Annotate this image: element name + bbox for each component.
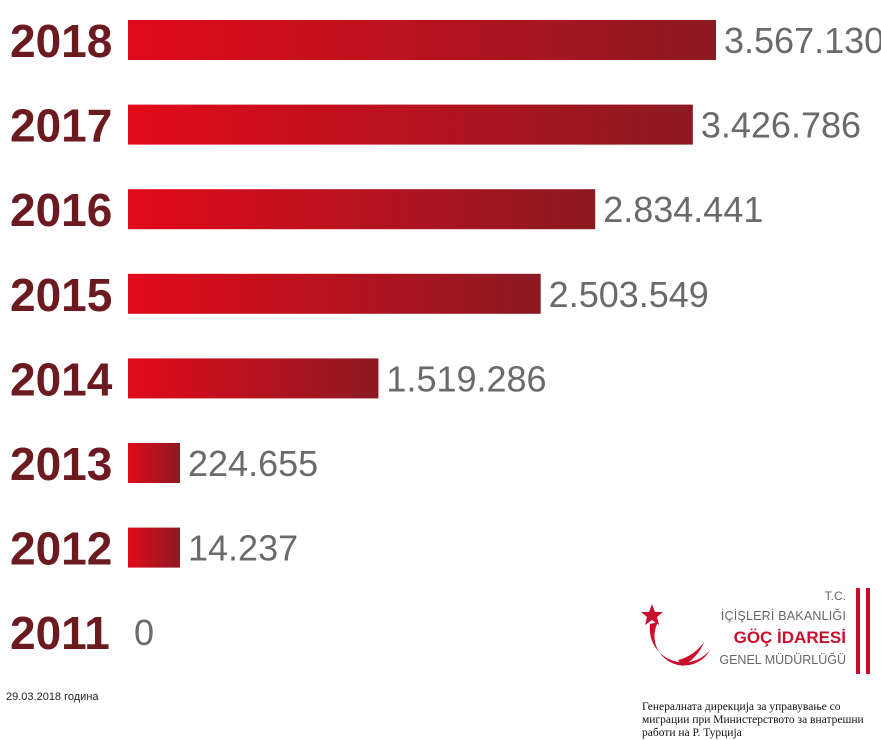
value-label-2015: 2.503.549 (549, 274, 709, 315)
year-label-2013: 2013 (10, 438, 112, 490)
bar-2012 (128, 527, 180, 568)
logo-tc: T.C. (824, 589, 846, 603)
year-label-2017: 2017 (10, 100, 112, 152)
date-note: 29.03.2018 година (6, 691, 99, 703)
logo-goc-idaresi: GÖÇ İDARESİ (733, 628, 846, 647)
logo-divider-bar (866, 588, 870, 674)
year-label-2016: 2016 (10, 184, 112, 236)
year-label-2011: 2011 (10, 607, 110, 659)
year-label-2015: 2015 (10, 269, 112, 321)
bars-group: 2018 3.567.130* 2017 3.426.786 2016 2.834.441… (10, 15, 881, 659)
year-label-2012: 2012 (10, 523, 112, 575)
source-note: Генералната дирекција за управување со м… (642, 701, 864, 739)
logo-genel-mudurlugu: GENEL MÜDÜRLÜĞÜ (719, 653, 846, 667)
bar-2014 (128, 358, 379, 399)
bar-2018 (128, 20, 716, 60)
year-label-2014: 2014 (10, 353, 113, 405)
value-label-2013: 224.655 (188, 443, 318, 484)
value-label-2014: 1.519.286 (386, 358, 546, 399)
value-label-2018: 3.567.130* (724, 20, 881, 61)
value-label-2012: 14.237 (188, 528, 298, 569)
value-label-2016: 2.834.441 (603, 189, 763, 230)
logo-text: T.C. İÇİŞLERİ BAKANLIĞI GÖÇ İDARESİ GENE… (719, 586, 846, 670)
bar-2016 (128, 189, 596, 230)
goc-idaresi-logo: T.C. İÇİŞLERİ BAKANLIĞI GÖÇ İDARESİ GENE… (638, 586, 874, 686)
logo-divider-bar (856, 588, 860, 674)
crescent-star-icon (641, 604, 710, 666)
logo-ministry: İÇİŞLERİ BAKANLIĞI (720, 609, 846, 623)
value-label-2017: 3.426.786 (701, 105, 861, 146)
bar-2017 (128, 104, 693, 145)
bar-2013 (128, 443, 180, 483)
bar-2015 (128, 273, 541, 314)
bar-chart: 2018 3.567.130* 2017 3.426.786 2016 2.834.441… (10, 15, 881, 659)
value-label-2011: 0 (134, 612, 154, 653)
year-label-2018: 2018 (10, 15, 112, 67)
